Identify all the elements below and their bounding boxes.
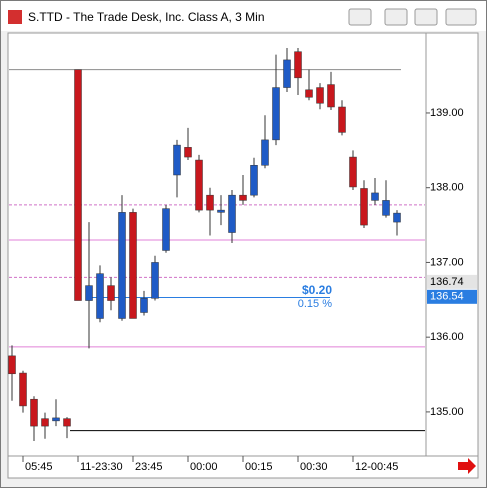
candle-body <box>239 194 247 201</box>
candle-body <box>151 262 159 299</box>
candle-body <box>129 212 137 319</box>
candle-body <box>349 156 357 188</box>
candle-body <box>173 144 181 176</box>
x-tick-label: 05:45 <box>25 461 53 473</box>
y-tick-label: 138.00 <box>430 182 464 194</box>
candle-body <box>206 194 214 211</box>
candle-body <box>294 51 302 79</box>
price-tag-label: 136.74 <box>430 276 464 288</box>
candle-body <box>184 147 192 158</box>
candle-body <box>63 418 71 427</box>
candle-body <box>96 273 104 319</box>
candle-body <box>338 106 346 133</box>
candle-body <box>162 208 170 251</box>
candle-body <box>107 285 115 301</box>
x-tick-label: 11-23:30 <box>80 461 123 473</box>
candle-body <box>8 355 16 375</box>
candle-body <box>140 298 148 313</box>
candle-body <box>305 89 313 98</box>
y-tick-label: 139.00 <box>430 107 464 119</box>
price-tag <box>427 274 477 289</box>
candle-body <box>272 87 280 141</box>
annotation: 0.15 % <box>298 298 332 310</box>
y-tick-label: 135.00 <box>430 406 464 418</box>
window-title: S.TTD - The Trade Desk, Inc. Class A, 3 … <box>28 10 265 24</box>
candle-body <box>228 194 236 233</box>
price-tag-label: 136.54 <box>430 291 464 303</box>
candle-body <box>217 209 225 213</box>
x-tick-label: 00:00 <box>190 461 218 473</box>
close-button[interactable] <box>445 8 477 26</box>
candle-body <box>195 159 203 211</box>
y-tick-label: 136.00 <box>430 331 464 343</box>
candle-body <box>52 417 60 422</box>
price-tag <box>427 289 477 304</box>
candle-body <box>74 69 82 301</box>
candle-body <box>85 285 93 301</box>
x-tick-label: 00:30 <box>300 461 328 473</box>
candle-body <box>41 418 49 427</box>
candle-body <box>393 212 401 223</box>
plot-area <box>7 32 427 457</box>
x-tick-label: 00:15 <box>245 461 273 473</box>
candle-body <box>250 165 258 196</box>
candle-body <box>30 398 38 427</box>
candle-body <box>118 212 126 319</box>
candle-body <box>261 139 269 166</box>
scroll-arrow[interactable] <box>458 458 476 474</box>
y-tick-label: 137.00 <box>430 256 464 268</box>
candle-body <box>360 188 368 226</box>
annotation: $0.20 <box>302 283 332 297</box>
app-icon <box>8 10 22 24</box>
candle-body <box>283 59 291 88</box>
candle-body <box>327 84 335 108</box>
x-tick-label: 12-00:45 <box>355 461 398 473</box>
candle-body <box>316 87 324 104</box>
link-button[interactable] <box>348 8 372 26</box>
candle-body <box>382 200 390 216</box>
candle-body <box>19 372 27 407</box>
candle-body <box>371 192 379 201</box>
y-axis-panel <box>425 32 479 457</box>
minimize-button[interactable] <box>384 8 408 26</box>
x-tick-label: 23:45 <box>135 461 163 473</box>
maximize-button[interactable] <box>414 8 438 26</box>
